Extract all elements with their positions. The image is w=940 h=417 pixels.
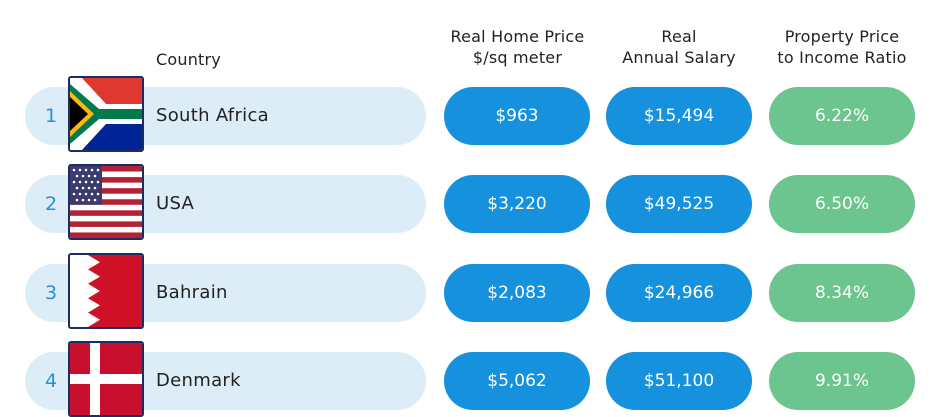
header-annual-salary-line2: Annual Salary (622, 48, 736, 67)
south-africa-flag-icon (68, 76, 144, 152)
header-price-income-ratio: Property Price to Income Ratio (768, 26, 916, 68)
rank-number: 1 (44, 105, 58, 127)
annual-salary-value: $51,100 (606, 352, 752, 410)
price-income-ratio-value: 6.22% (769, 87, 915, 145)
rank-number: 3 (44, 282, 58, 304)
country-name: USA (156, 193, 195, 214)
header-price-income-ratio-line2: to Income Ratio (777, 48, 907, 67)
header-home-price-line1: Real Home Price (450, 27, 585, 46)
table-row: 4 Denmark $5,062 $51,100 9.91% (0, 341, 940, 417)
header-annual-salary-line1: Real (661, 27, 697, 46)
rank-number: 4 (44, 370, 58, 392)
country-name: South Africa (156, 105, 269, 126)
header-home-price-line2: $/sq meter (472, 48, 563, 67)
annual-salary-value: $15,494 (606, 87, 752, 145)
header-country: Country (156, 50, 221, 69)
home-price-value: $3,220 (444, 175, 590, 233)
annual-salary-value: $24,966 (606, 264, 752, 322)
rank-number: 2 (44, 193, 58, 215)
header-price-income-ratio-line1: Property Price (784, 27, 900, 46)
bahrain-flag-icon (68, 253, 144, 329)
table-row: 2 USA $3,220 $49,525 6.50% (0, 164, 940, 240)
header-home-price: Real Home Price $/sq meter (440, 26, 595, 68)
home-price-value: $5,062 (444, 352, 590, 410)
annual-salary-value: $49,525 (606, 175, 752, 233)
home-price-value: $2,083 (444, 264, 590, 322)
usa-flag-icon (68, 164, 144, 240)
price-income-ratio-value: 9.91% (769, 352, 915, 410)
home-price-value: $963 (444, 87, 590, 145)
country-name: Bahrain (156, 282, 228, 303)
price-income-ratio-value: 8.34% (769, 264, 915, 322)
denmark-flag-icon (68, 341, 144, 417)
table-row: 3 Bahrain $2,083 $24,966 8.34% (0, 253, 940, 329)
price-income-ratio-value: 6.50% (769, 175, 915, 233)
country-name: Denmark (156, 370, 241, 391)
header-annual-salary: Real Annual Salary (608, 26, 750, 68)
table-row: 1 South Africa $963 $15,494 6.22% (0, 76, 940, 152)
